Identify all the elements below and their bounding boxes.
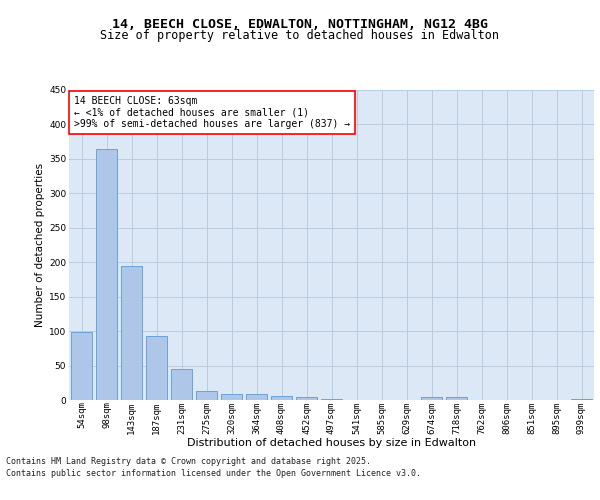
Bar [96,148,117,400]
Y-axis label: Number of detached properties: Number of detached properties [35,163,45,327]
Bar [571,398,592,400]
Text: Contains HM Land Registry data © Crown copyright and database right 2025.: Contains HM Land Registry data © Crown c… [6,458,371,466]
Bar [271,396,292,400]
X-axis label: Distribution of detached houses by size in Edwalton: Distribution of detached houses by size … [187,438,476,448]
Text: 14 BEECH CLOSE: 63sqm
← <1% of detached houses are smaller (1)
>99% of semi-deta: 14 BEECH CLOSE: 63sqm ← <1% of detached … [74,96,350,130]
Bar [171,369,192,400]
Bar [121,266,142,400]
Text: Size of property relative to detached houses in Edwalton: Size of property relative to detached ho… [101,29,499,42]
Text: 14, BEECH CLOSE, EDWALTON, NOTTINGHAM, NG12 4BG: 14, BEECH CLOSE, EDWALTON, NOTTINGHAM, N… [112,18,488,30]
Bar [221,394,242,400]
Bar [296,396,317,400]
Bar [196,391,217,400]
Bar [421,397,442,400]
Bar [146,336,167,400]
Bar [246,394,267,400]
Bar [71,332,92,400]
Bar [446,396,467,400]
Text: Contains public sector information licensed under the Open Government Licence v3: Contains public sector information licen… [6,469,421,478]
